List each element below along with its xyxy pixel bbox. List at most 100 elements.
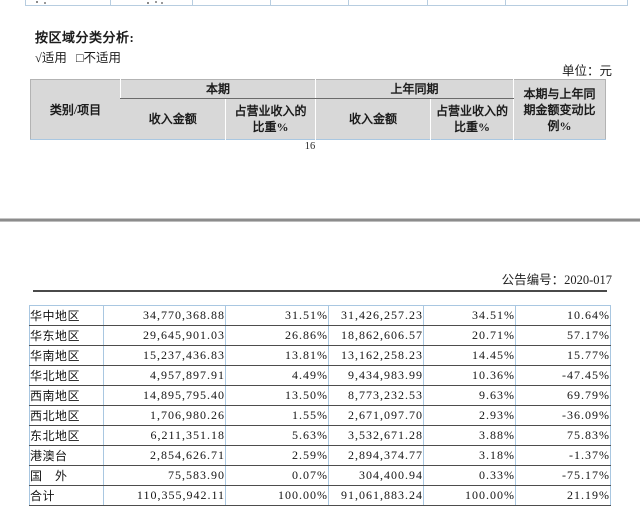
current-ratio-cell: 26.86% [225,325,329,346]
header-change-line1: 本期与上年同 [523,86,596,101]
region-cell: 东北地区 [29,425,104,446]
header-change-ratio: 本期与上年同 期金额变动比 例% [513,79,606,140]
header-ratio-prior: 占营业收入的 比重% [430,98,514,140]
prior-amount-cell: 2,894,374.77 [328,445,424,466]
page-number: 16 [304,141,316,152]
header-ratio-line1: 占营业收入的 [436,104,509,118]
prior-ratio-cell: 20.71% [423,325,516,346]
table-row: 华中地区 34,770,368.88 31.51% 31,426,257.23 … [29,305,611,326]
prior-ratio-cell: 0.33% [423,465,516,486]
change-ratio-cell: -75.17% [515,465,611,486]
region-table-header: 类别/项目 本期 上年同期 本期与上年同 期金额变动比 例% 收入金额 占营业收… [30,79,607,140]
prior-ratio-cell: 100.00% [423,485,516,506]
header-revenue-current: 收入金额 [148,112,197,126]
table-row: 东北地区 6,211,351.18 5.63% 3,532,671.28 3.8… [29,425,611,446]
current-ratio-cell: 100.00% [225,485,329,506]
table-row: 华南地区 15,237,436.83 13.81% 13,162,258.23 … [29,345,611,366]
current-ratio-cell: 1.55% [225,405,329,426]
region-cell: 西南地区 [29,385,104,406]
header-change-line2: 期金额变动比 [523,102,596,117]
current-amount-cell: 29,645,901.03 [103,325,226,346]
prior-amount-cell: 9,434,983.99 [328,365,424,386]
current-ratio-cell: 31.51% [225,305,329,326]
header-group-prior: 上年同期 [315,79,514,99]
prior-amount-cell: 2,671,097.70 [328,405,424,426]
prior-ratio-cell: 3.88% [423,425,516,446]
prior-ratio-cell: 3.18% [423,445,516,466]
cell-border [348,0,349,6]
header-group-current: 本期 [119,79,316,99]
row-border [25,5,628,6]
announcement-number: 公告编号：2020-017 [501,273,612,287]
cell-border [25,0,26,6]
clipped-table-row [0,0,640,7]
clipped-text-remnant [36,1,38,3]
option-applicable-checked: √适用 [35,51,67,65]
page-separator [0,218,640,222]
header-ratio-current: 占营业收入的 比重% [224,98,316,140]
prior-ratio-cell: 14.45% [423,345,516,366]
header-ratio-line2: 比重% [454,120,491,134]
header-rule [33,290,607,292]
header-revenue-prior: 收入金额 [315,98,431,140]
option-not-applicable: □不适用 [76,51,122,65]
region-cell: 合计 [29,485,104,506]
prior-amount-cell: 8,773,232.53 [328,385,424,406]
cell-border [192,0,193,6]
region-cell: 华南地区 [29,345,104,366]
change-ratio-cell: 75.83% [515,425,611,446]
table-row: 西南地区 14,895,795.40 13.50% 8,773,232.53 9… [29,385,611,406]
table-row: 西北地区 1,706,980.26 1.55% 2,671,097.70 2.9… [29,405,611,426]
cell-border [110,0,111,6]
region-cell: 华北地区 [29,365,104,386]
change-ratio-cell: 15.77% [515,345,611,366]
current-amount-cell: 15,237,436.83 [103,345,226,366]
change-ratio-cell: -36.09% [515,405,611,426]
prior-amount-cell: 3,532,671.28 [328,425,424,446]
prior-amount-cell: 91,061,883.24 [328,485,424,506]
current-ratio-cell: 13.81% [225,345,329,366]
current-ratio-cell: 5.63% [225,425,329,446]
cell-border [627,0,628,6]
current-ratio-cell: 4.49% [225,365,329,386]
current-amount-cell: 1,706,980.26 [103,405,226,426]
current-amount-cell: 75,583.90 [103,465,226,486]
cell-border [505,0,506,6]
header-ratio-line1: 占营业收入的 [234,104,307,118]
prior-ratio-cell: 34.51% [423,305,516,326]
section-title: 按区域分类分析: [35,30,135,45]
change-ratio-cell: -1.37% [515,445,611,466]
table-row: 华北地区 4,957,897.91 4.49% 9,434,983.99 10.… [29,365,611,386]
change-ratio-cell: 10.64% [515,305,611,326]
prior-amount-cell: 13,162,258.23 [328,345,424,366]
table-row-total: 合计 110,355,942.11 100.00% 91,061,883.24 … [29,485,611,506]
current-ratio-cell: 2.59% [225,445,329,466]
current-ratio-cell: 0.07% [225,465,329,486]
region-cell: 西北地区 [29,405,104,426]
change-ratio-cell: 69.79% [515,385,611,406]
current-amount-cell: 34,770,368.88 [103,305,226,326]
current-amount-cell: 110,355,942.11 [103,485,226,506]
region-data-table: 华中地区 34,770,368.88 31.51% 31,426,257.23 … [29,305,611,506]
header-ratio-line2: 比重% [252,120,289,134]
current-amount-cell: 6,211,351.18 [103,425,226,446]
region-cell: 华中地区 [29,305,104,326]
current-amount-cell: 14,895,795.40 [103,385,226,406]
current-amount-cell: 4,957,897.91 [103,365,226,386]
unit-label: 单位：元 [561,64,612,78]
prior-amount-cell: 31,426,257.23 [328,305,424,326]
change-ratio-cell: 21.19% [515,485,611,506]
cell-border [270,0,271,6]
current-amount-cell: 2,854,626.71 [103,445,226,466]
current-ratio-cell: 13.50% [225,385,329,406]
prior-ratio-cell: 10.36% [423,365,516,386]
cell-border [427,0,428,6]
region-cell: 华东地区 [29,325,104,346]
table-row: 华东地区 29,645,901.03 26.86% 18,862,606.57 … [29,325,611,346]
prior-amount-cell: 18,862,606.57 [328,325,424,346]
change-ratio-cell: 57.17% [515,325,611,346]
applicability-line: √适用 □不适用 [35,47,127,66]
region-cell: 国 外 [29,465,104,486]
prior-amount-cell: 304,400.94 [328,465,424,486]
